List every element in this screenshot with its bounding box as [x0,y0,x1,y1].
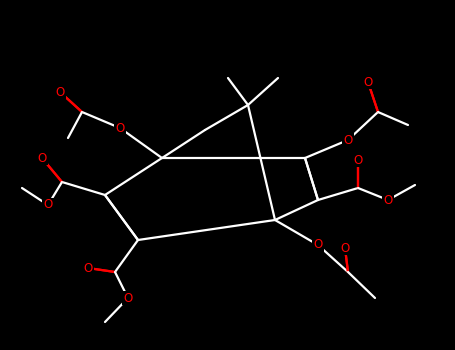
Text: O: O [123,292,132,304]
Text: O: O [340,241,349,254]
Text: O: O [43,198,53,211]
Text: O: O [354,154,363,167]
Text: O: O [83,261,93,274]
Text: O: O [344,133,353,147]
Text: O: O [364,76,373,89]
Text: O: O [116,121,125,134]
Text: O: O [37,152,46,164]
Text: O: O [56,85,65,98]
Text: O: O [313,238,323,252]
Text: O: O [384,194,393,206]
